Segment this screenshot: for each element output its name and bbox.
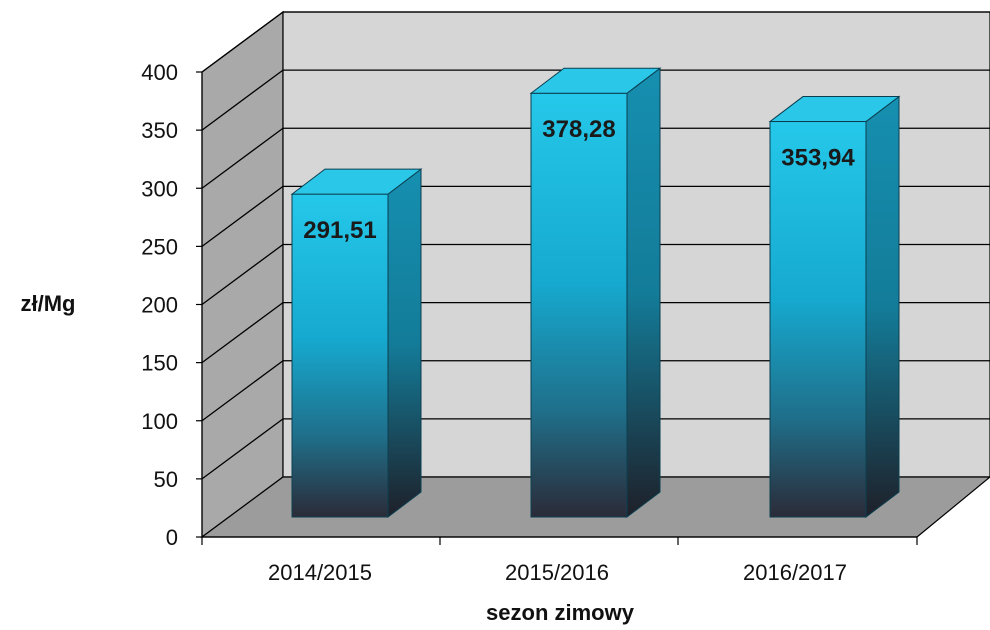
- gridline: [201, 185, 990, 247]
- bar-side: [626, 67, 661, 519]
- bar: 291,51: [290, 168, 423, 519]
- x-tick-label: 2014/2015: [268, 560, 372, 585]
- gridline: [201, 418, 990, 480]
- bar-side: [865, 95, 900, 519]
- y-tick-label: 150: [141, 351, 178, 376]
- gridline: [201, 127, 990, 189]
- bar-front: [530, 92, 628, 518]
- bar-side: [387, 168, 422, 519]
- y-axis-ticks: 0 50 100 150 200 250 300 350 400: [141, 60, 202, 550]
- data-label: 378,28: [542, 116, 615, 143]
- x-tick-label: 2015/2016: [505, 560, 609, 585]
- data-label: 353,94: [781, 145, 855, 172]
- y-tick-label: 0: [166, 525, 178, 550]
- x-axis-title: sezon zimowy: [486, 600, 635, 625]
- y-tick-label: 300: [141, 176, 178, 201]
- bar-top: [529, 67, 662, 94]
- gridline: [201, 243, 990, 306]
- y-tick-label: 50: [154, 467, 178, 492]
- x-axis-categories: 2014/2015 2015/2016 2016/2017: [201, 537, 918, 585]
- gridlines: [201, 11, 990, 480]
- y-tick-label: 350: [141, 118, 178, 143]
- bar-top: [290, 168, 423, 195]
- bar-top: [768, 96, 901, 123]
- bar: 378,28: [529, 67, 662, 519]
- bars: 291,51 378,28 353,94: [290, 67, 901, 519]
- data-label: 291,51: [303, 217, 376, 244]
- gridline: [201, 11, 990, 73]
- bar: 353,94: [768, 95, 901, 519]
- y-tick-label: 200: [141, 293, 178, 318]
- y-tick-label: 250: [141, 234, 178, 259]
- gridline: [201, 69, 990, 131]
- gridline: [201, 360, 990, 422]
- y-tick-label: 100: [141, 409, 178, 434]
- y-axis-title: zł/Mg: [21, 291, 76, 316]
- bar-front: [291, 193, 389, 518]
- gridline: [201, 301, 990, 364]
- bar-front: [769, 121, 867, 518]
- x-tick-label: 2016/2017: [743, 560, 847, 585]
- y-tick-label: 400: [141, 60, 178, 85]
